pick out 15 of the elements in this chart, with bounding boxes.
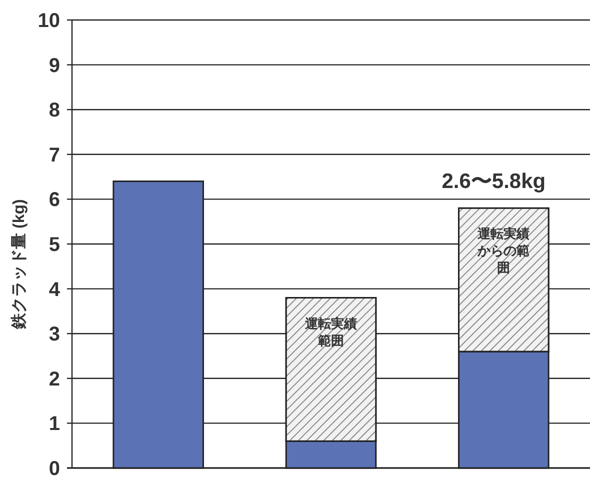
y-tick-label: 3 (48, 324, 60, 346)
y-tick-label: 10 (38, 10, 60, 32)
y-tick-label: 5 (48, 234, 60, 256)
y-tick-label: 6 (48, 189, 60, 212)
y-tick-label: 8 (48, 100, 60, 122)
y-tick-label: 9 (48, 54, 60, 77)
annotation: 2.6〜5.8kg (442, 170, 546, 194)
y-tick-label: 7 (48, 144, 60, 166)
y-axis-title: 鉄クラッド量 (kg) (10, 199, 28, 330)
data-label: 運転実績範囲 (304, 316, 357, 348)
y-tick-label: 2 (48, 368, 60, 390)
data-label: 運転実績からの範囲 (476, 226, 530, 276)
y-tick-label: 4 (48, 278, 61, 301)
y-tick-label: 1 (48, 413, 60, 436)
y-tick-label: 0 (48, 458, 60, 477)
